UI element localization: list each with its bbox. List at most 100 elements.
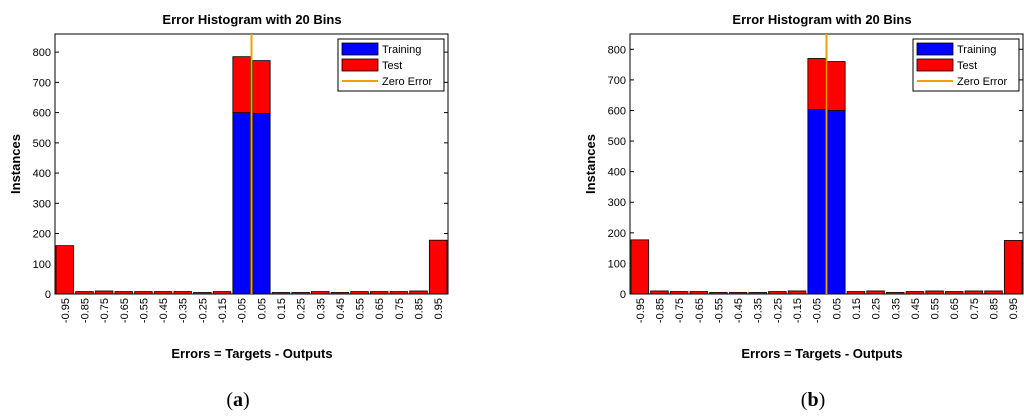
x-tick-label: 0.05 (831, 298, 843, 319)
y-tick-label: 700 (608, 75, 626, 87)
x-tick-label: -0.65 (694, 298, 706, 323)
bar-test (350, 291, 369, 295)
bar-test (173, 291, 192, 295)
bar-test (807, 58, 826, 110)
bar-training (827, 110, 846, 295)
y-tick-label: 200 (608, 228, 626, 240)
bar-test (311, 291, 330, 295)
bar-test (153, 291, 173, 295)
subfigure-letter: a (233, 389, 243, 411)
x-tick-label: 0.65 (374, 298, 386, 319)
bar-test (768, 291, 787, 295)
x-tick-label: 0.95 (433, 298, 445, 319)
bar-test (669, 291, 689, 295)
x-tick-label: 0.35 (315, 298, 327, 319)
legend-swatch-test (341, 58, 379, 72)
y-tick-label: 300 (608, 197, 626, 209)
bar-test (134, 291, 153, 295)
x-tick-label: 0.95 (1008, 298, 1020, 319)
x-tick-label: -0.25 (772, 298, 784, 323)
y-tick-label: 0 (45, 289, 51, 301)
x-tick-label: 0.25 (296, 298, 308, 319)
bar-test (630, 239, 650, 295)
y-axis-label: Instances (583, 134, 598, 194)
bar-test (369, 291, 389, 295)
y-tick-label: 400 (33, 168, 51, 180)
bar-training (232, 112, 251, 295)
x-tick-label: 0.35 (890, 298, 902, 319)
x-tick-label: -0.75 (99, 298, 111, 323)
subfigure-caption: (a) (226, 389, 249, 411)
bar-test (55, 245, 75, 295)
bar-test (114, 291, 133, 295)
bar-test (925, 290, 944, 295)
x-tick-label: -0.65 (119, 298, 131, 323)
chart-a: Error Histogram with 20 Bins 0 100 200 300 40… (8, 12, 449, 411)
bar-test (409, 290, 428, 295)
bar-test (709, 292, 728, 295)
y-tick-label: 500 (33, 138, 51, 150)
x-tick-label: 0.45 (335, 298, 347, 319)
x-tick-label: -0.35 (178, 298, 190, 323)
x-tick-label: 0.55 (930, 298, 942, 319)
x-tick-label: -0.55 (138, 298, 150, 323)
y-tick-label: 200 (33, 229, 51, 241)
bar-test (787, 290, 807, 295)
bar-test (94, 290, 114, 295)
bar-test (389, 291, 409, 295)
bar-test (252, 60, 271, 114)
y-tick-label: 0 (620, 289, 626, 301)
bar-test (650, 290, 669, 295)
bar-test (905, 291, 925, 295)
x-tick-label: 0.05 (256, 298, 268, 319)
x-tick-label: 0.25 (871, 298, 883, 319)
y-tick-label: 600 (33, 108, 51, 120)
y-tick-label: 800 (33, 47, 51, 59)
legend-label-zero-error: Zero Error (957, 76, 1007, 88)
bar-test (291, 292, 310, 295)
legend: Training Test Zero Error (912, 38, 1020, 92)
x-tick-label: -0.05 (237, 298, 249, 323)
x-tick-label: -0.85 (654, 298, 666, 323)
chart-title: Error Histogram with 20 Bins (162, 12, 341, 27)
x-tick-label: -0.45 (733, 298, 745, 323)
bar-test (886, 292, 905, 295)
y-tick-label: 100 (33, 259, 51, 271)
bar-test (728, 292, 748, 295)
bar-test (689, 291, 709, 295)
bar-test (846, 291, 866, 295)
x-tick-label: 0.45 (910, 298, 922, 319)
legend-label-training: Training (957, 44, 996, 56)
x-tick-label: -0.35 (753, 298, 765, 323)
x-tick-label: -0.15 (792, 298, 804, 323)
x-tick-label: -0.45 (158, 298, 170, 323)
x-tick-label: -0.85 (79, 298, 91, 323)
legend-swatch-training (341, 42, 379, 56)
legend: Training Test Zero Error (337, 38, 445, 92)
x-tick-label: -0.15 (217, 298, 229, 323)
legend-label-test: Test (382, 60, 402, 72)
bar-test (748, 292, 767, 295)
x-tick-label: -0.95 (635, 298, 647, 323)
legend-label-training: Training (382, 44, 421, 56)
subfigure-caption: (b) (801, 389, 825, 411)
legend-swatch-training (916, 42, 954, 56)
x-tick-label: 0.15 (276, 298, 288, 319)
x-tick-label: 0.85 (414, 298, 426, 319)
chart-title: Error Histogram with 20 Bins (732, 12, 911, 27)
bar-training (807, 109, 826, 295)
y-tick-label: 400 (608, 167, 626, 179)
x-tick-label: 0.15 (851, 298, 863, 319)
chart-b: Error Histogram with 20 Bins 0 100 200 300 40… (583, 12, 1024, 411)
y-tick-label: 600 (608, 105, 626, 117)
x-tick-label: -0.75 (674, 298, 686, 323)
x-tick-label: 0.75 (394, 298, 406, 319)
legend-label-test: Test (957, 60, 977, 72)
subfigure-letter: b (807, 389, 818, 411)
x-axis-label: Errors = Targets - Outputs (171, 346, 332, 361)
x-tick-label: -0.95 (60, 298, 72, 323)
bar-test (193, 292, 212, 295)
bar-training (252, 113, 271, 295)
x-tick-label: 0.75 (969, 298, 981, 319)
